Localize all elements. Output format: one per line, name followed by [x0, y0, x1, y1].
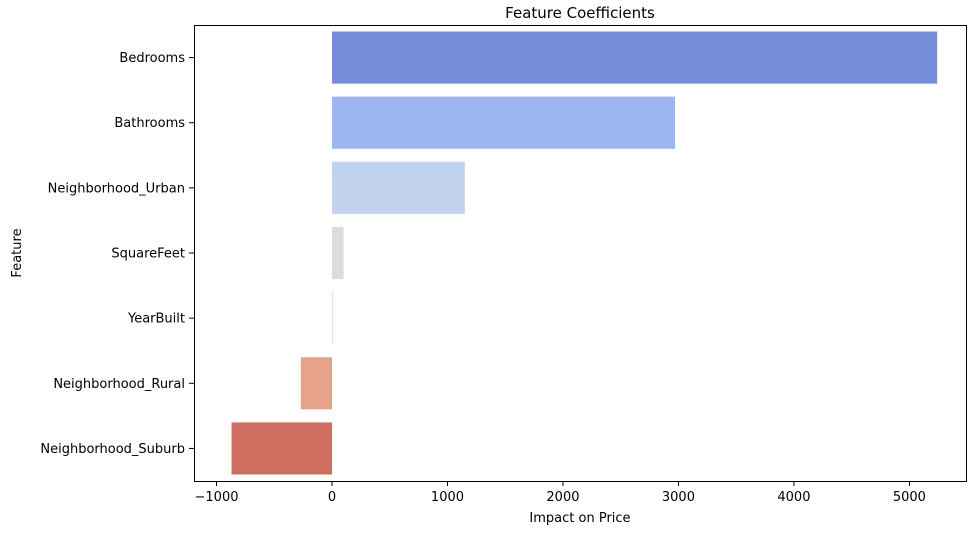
y-tick-label: Neighborhood_Urban	[48, 181, 185, 196]
x-axis-label: Impact on Price	[529, 511, 630, 526]
x-tick-label: −1000	[195, 490, 239, 505]
chart-title: Feature Coefficients	[505, 4, 655, 22]
x-tick-label: 5000	[893, 490, 926, 505]
y-tick-label: Neighborhood_Rural	[53, 377, 185, 392]
y-tick-label: YearBuilt	[127, 312, 185, 327]
bar-bathrooms	[332, 96, 675, 149]
x-tick-label: 2000	[546, 490, 579, 505]
y-tick-label: Bedrooms	[119, 51, 185, 66]
bar-neighborhood-rural	[300, 357, 333, 410]
bar-bedrooms	[332, 31, 938, 84]
x-tick-label: 3000	[662, 490, 695, 505]
plot-frame	[194, 25, 967, 482]
bar-neighborhood-suburb	[231, 422, 333, 475]
x-tick-label: 0	[328, 490, 336, 505]
x-tick-label: 4000	[777, 490, 810, 505]
bar-squarefeet	[332, 226, 344, 280]
bar-neighborhood-urban	[332, 161, 465, 214]
y-axis-label: Feature	[10, 228, 25, 277]
y-axis-ticks: Bedrooms Bathrooms Neighborhood_Urban Squar…	[40, 51, 194, 457]
x-axis-ticks: −1000 0 1000 2000 3000 4000 5000	[195, 481, 926, 505]
bar-yearbuilt	[332, 292, 333, 345]
bars-layer	[231, 31, 938, 475]
x-tick-label: 1000	[431, 490, 464, 505]
y-tick-label: Neighborhood_Suburb	[40, 442, 185, 457]
y-tick-label: SquareFeet	[111, 247, 185, 262]
y-tick-label: Bathrooms	[114, 116, 185, 131]
